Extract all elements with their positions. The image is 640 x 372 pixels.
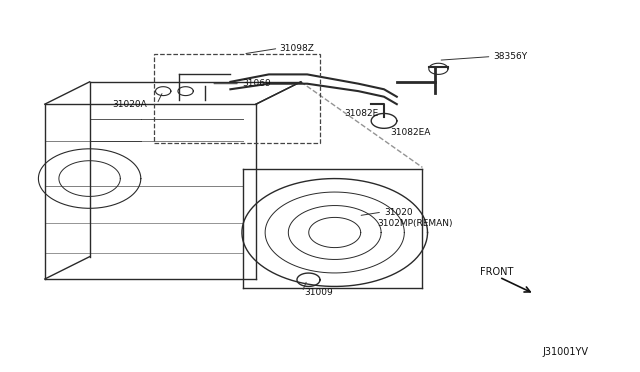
Text: 31098Z: 31098Z (280, 44, 314, 53)
Text: 38356Y: 38356Y (493, 52, 527, 61)
Text: 3102MP(REMAN): 3102MP(REMAN) (378, 219, 453, 228)
Text: 31020A: 31020A (112, 100, 147, 109)
Text: 31082E: 31082E (344, 109, 379, 118)
Text: FRONT: FRONT (480, 267, 513, 276)
Text: 31009: 31009 (304, 288, 333, 296)
Text: 31020: 31020 (384, 208, 413, 217)
Text: 31082EA: 31082EA (390, 128, 431, 137)
Text: 31069: 31069 (242, 79, 271, 88)
Bar (154, 54, 320, 143)
Text: J31001YV: J31001YV (543, 347, 589, 357)
